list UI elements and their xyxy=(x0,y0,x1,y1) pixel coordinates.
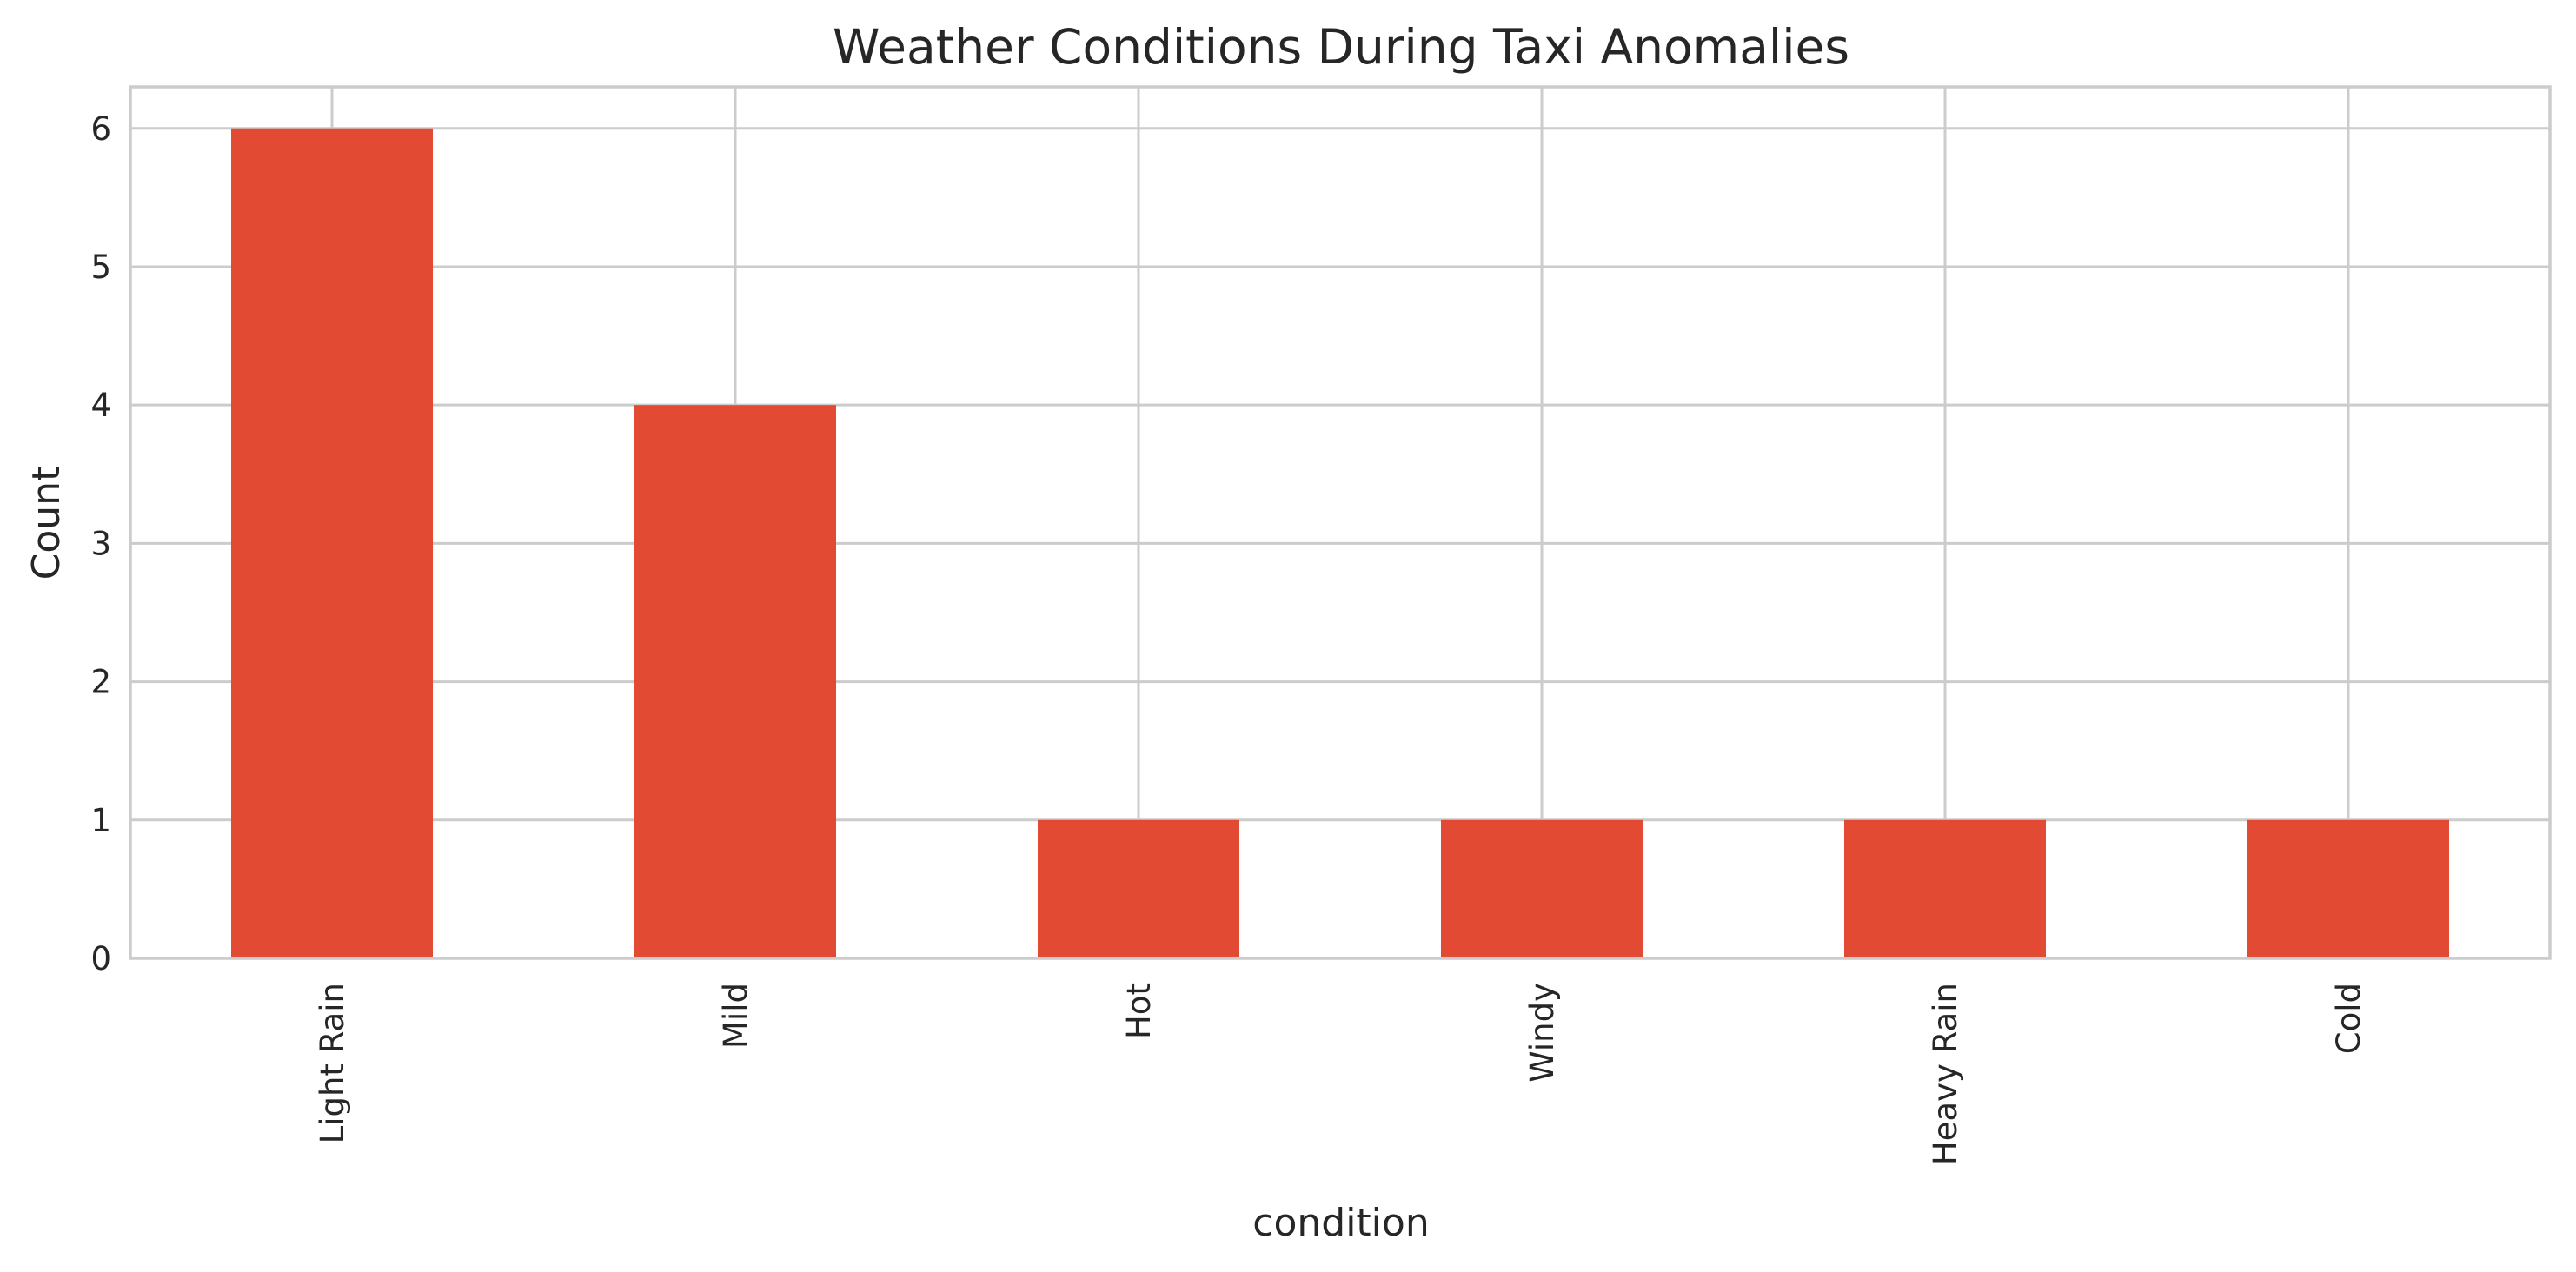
y-tick-label: 4 xyxy=(90,387,111,424)
bars xyxy=(231,128,2449,959)
x-tick-label: Cold xyxy=(2330,983,2367,1054)
y-axis-label: Count xyxy=(24,467,69,580)
y-tick-label: 1 xyxy=(90,802,111,839)
y-tick-label: 2 xyxy=(90,664,111,701)
bar xyxy=(2247,819,2449,958)
plot-area-frame xyxy=(129,85,2552,960)
x-tick-label: Heavy Rain xyxy=(1927,983,1964,1165)
y-tick-label: 5 xyxy=(90,248,111,286)
bar xyxy=(1844,819,2046,958)
bar xyxy=(1441,819,1643,958)
chart-title: Weather Conditions During Taxi Anomalies xyxy=(833,19,1849,75)
x-axis-label: condition xyxy=(1252,1201,1429,1245)
x-tick-label: Light Rain xyxy=(314,983,351,1143)
y-tick-label: 6 xyxy=(90,110,111,148)
x-tick-label: Mild xyxy=(717,983,754,1049)
y-axis-tick-labels: 0 1 2 3 4 5 6 xyxy=(90,110,111,977)
bar xyxy=(1038,819,1239,958)
y-tick-label: 3 xyxy=(90,525,111,562)
bar xyxy=(634,405,836,959)
y-tick-label: 0 xyxy=(90,940,111,977)
bar xyxy=(231,128,433,958)
x-tick-label: Hot xyxy=(1120,983,1158,1039)
x-tick-label: Windy xyxy=(1524,983,1561,1083)
x-axis-tick-labels: Light Rain Mild Hot Windy Heavy Rain Cold xyxy=(314,983,2367,1165)
